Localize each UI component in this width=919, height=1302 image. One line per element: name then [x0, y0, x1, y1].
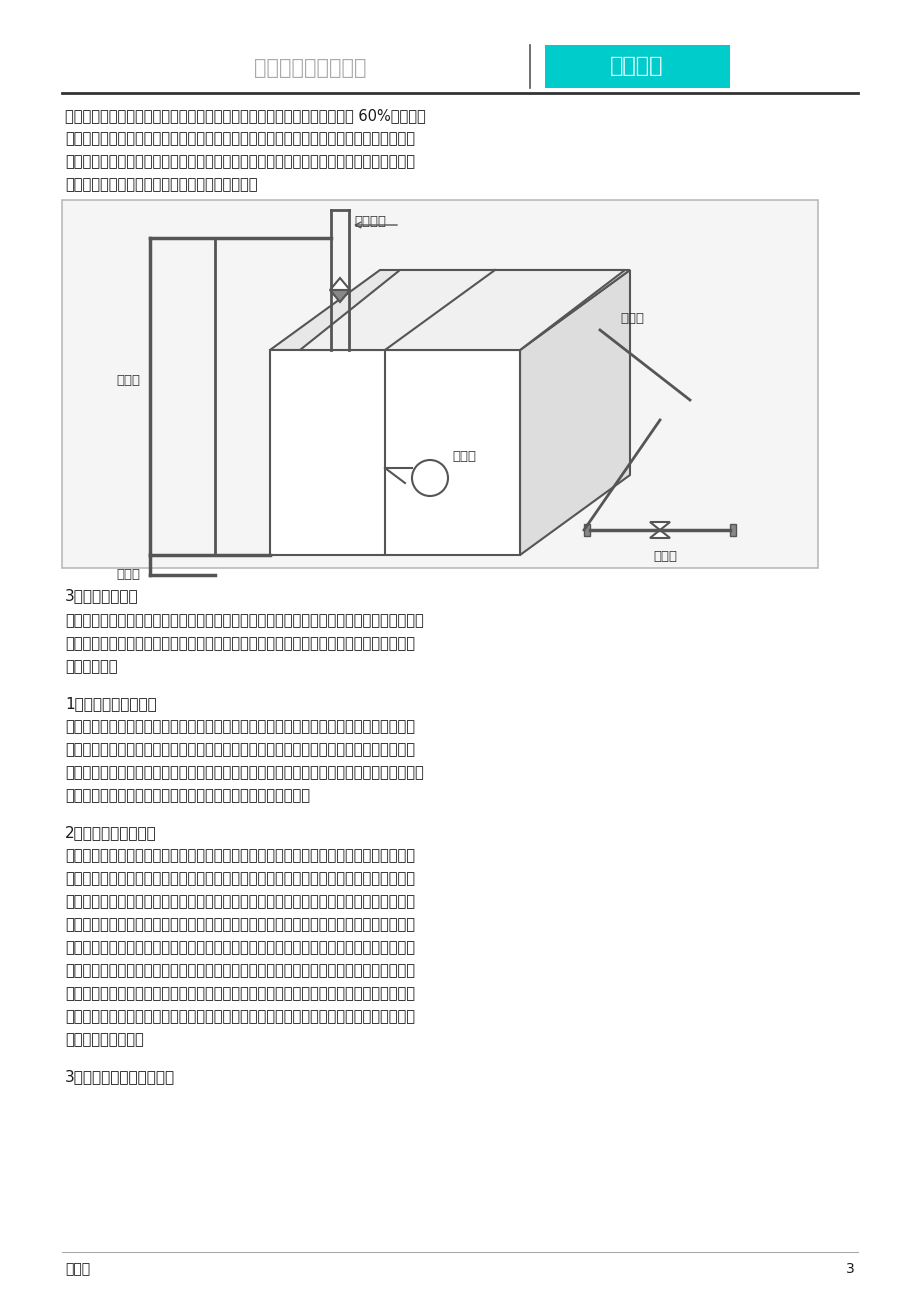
Polygon shape [650, 522, 669, 530]
Text: 管道进污水处理厂。: 管道进污水处理厂。 [65, 1032, 143, 1047]
Text: 含污雨水由弯头上水位流入水池。而道路的机动车道收集的雨水则综合处理难度与成本的比: 含污雨水由弯头上水位流入水池。而道路的机动车道收集的雨水则综合处理难度与成本的比 [65, 986, 414, 1001]
Text: 式的用水水质要求不高。如果住区内有水体景观经过处理后的雨水就可以应该到景观水体中，: 式的用水水质要求不高。如果住区内有水体景观经过处理后的雨水就可以应该到景观水体中… [65, 766, 424, 780]
Text: 3、常规雨水水质处理工艺: 3、常规雨水水质处理工艺 [65, 1069, 175, 1085]
Text: 雨水立管: 雨水立管 [354, 215, 386, 228]
Text: 市场，下图为一种容积初期雨水弃流池的构造图。: 市场，下图为一种容积初期雨水弃流池的构造图。 [65, 177, 257, 191]
Text: 初期雨水的弃流装置是提高雨水径流水质的重要技术方法，一次降雨过程中 60%以上的污: 初期雨水的弃流装置是提高雨水径流水质的重要技术方法，一次降雨过程中 60%以上的… [65, 108, 425, 122]
Polygon shape [330, 279, 349, 290]
Text: 仅供参考: 仅供参考 [609, 56, 663, 76]
Text: 效去除大部分的悬浮物以及可溶解的污染物。目前，国外一些成型的雨水截污装置已经投入: 效去除大部分的悬浮物以及可溶解的污染物。目前，国外一些成型的雨水截污装置已经投入 [65, 154, 414, 169]
Text: 放空管: 放空管 [652, 549, 676, 562]
Text: 旁通管: 旁通管 [116, 374, 140, 387]
Bar [544, 46, 729, 89]
Text: 的初期应首先考虑排除初期的径流，对后续雨水收集再进行混凝、沉淀和过滤等常规方式的: 的初期应首先考虑排除初期的径流，对后续雨水收集再进行混凝、沉淀和过滤等常规方式的 [65, 871, 414, 885]
Text: 普通生产生活方面，如家庭冲厕、洗衣洗车，企事业单位生产线的冷却循环，这类非饮用方: 普通生产生活方面，如家庭冲厕、洗衣洗车，企事业单位生产线的冷却循环，这类非饮用方 [65, 742, 414, 756]
Text: 出流管: 出流管 [116, 569, 140, 582]
Circle shape [412, 460, 448, 496]
Bar [729, 523, 735, 536]
Text: 弃流管: 弃流管 [619, 312, 643, 326]
Text: 在工艺流程的选择中，需充分考虑降雨的随机性、雨水水源的不稳定性以及雨水储存设施的: 在工艺流程的选择中，需充分考虑降雨的随机性、雨水水源的不稳定性以及雨水储存设施的 [65, 635, 414, 651]
Text: 道路雨水水质由于道路环境复杂，其水质受污染程度较大杂志成分也相对较为复杂，在处理: 道路雨水水质由于道路环境复杂，其水质受污染程度较大杂志成分也相对较为复杂，在处理 [65, 848, 414, 863]
Text: 浮球阀: 浮球阀 [451, 450, 475, 464]
Polygon shape [330, 290, 349, 302]
Polygon shape [650, 530, 669, 538]
Text: 工艺前段设置格栅，以便处理夹杂于雨水中的树叶、纸张、塑料废弃物及其他大颗粒杂物。: 工艺前段设置格栅，以便处理夹杂于雨水中的树叶、纸张、塑料废弃物及其他大颗粒杂物。 [65, 917, 414, 932]
Text: 软硬件: 软硬件 [65, 1262, 90, 1276]
Text: 闲置等因素。: 闲置等因素。 [65, 659, 118, 674]
Bar [269, 350, 519, 555]
Text: 在雨水由沉淀池进入过滤的管道上安装弯头，可以有效拦截油污，同时使得不含油污或少量: 在雨水由沉淀池进入过滤的管道上安装弯头，可以有效拦截油污，同时使得不含油污或少量 [65, 963, 414, 978]
Text: 常规的雨水处理是将雨水收集到蓄水池后集中进行物理、化学处理，以去除雨水中的污染物。: 常规的雨水处理是将雨水收集到蓄水池后集中进行物理、化学处理，以去除雨水中的污染物… [65, 613, 424, 628]
Text: 染物集中在初期的雨水径流中，根据不同的雨水水质情况，确定初期雨水的弃流量，能欧有: 染物集中在初期的雨水径流中，根据不同的雨水水质情况，确定初期雨水的弃流量，能欧有 [65, 132, 414, 146]
Text: 屋顶雨水收集后，由于雨水相对污染比较小，其只需要经过沉淀消毒之后就可以应用到城市: 屋顶雨水收集后，由于雨水相对污染比较小，其只需要经过沉淀消毒之后就可以应用到城市 [65, 719, 414, 734]
Text: 这样不仅可以补充景观的水体，而且还能实现雨水储存的效果。: 这样不仅可以补充景观的水体，而且还能实现雨水储存的效果。 [65, 788, 310, 803]
Polygon shape [269, 270, 630, 350]
Bar [62, 201, 817, 568]
Text: 对于含油污较高的雨水，则还需增物理设施如弯管的方式来进行处理，既弯管法处理雨水，: 对于含油污较高的雨水，则还需增物理设施如弯管的方式来进行处理，既弯管法处理雨水， [65, 940, 414, 954]
Polygon shape [300, 270, 624, 350]
Text: 处理，此外根据水质的情况，在必须要时还需要增加活性炭吸附处理工艺，因此需要在处理: 处理，此外根据水质的情况，在必须要时还需要增加活性炭吸附处理工艺，因此需要在处理 [65, 894, 414, 909]
Text: 2、道路雨水处理工艺: 2、道路雨水处理工艺 [65, 825, 156, 840]
Text: 3: 3 [845, 1262, 854, 1276]
Text: 较，由于此类雨水污染较为严重，水质极为复杂，故不主张其处理与回用，可直接排入市政: 较，由于此类雨水污染较为严重，水质极为复杂，故不主张其处理与回用，可直接排入市政 [65, 1009, 414, 1023]
Text: 1、屋顶雨水处理工艺: 1、屋顶雨水处理工艺 [65, 697, 156, 711]
Text: 页眉页脚可一键删除: 页眉页脚可一键删除 [254, 59, 366, 78]
Bar [584, 523, 589, 536]
Text: 3、雨水处理工艺: 3、雨水处理工艺 [65, 589, 139, 603]
Polygon shape [519, 270, 630, 555]
